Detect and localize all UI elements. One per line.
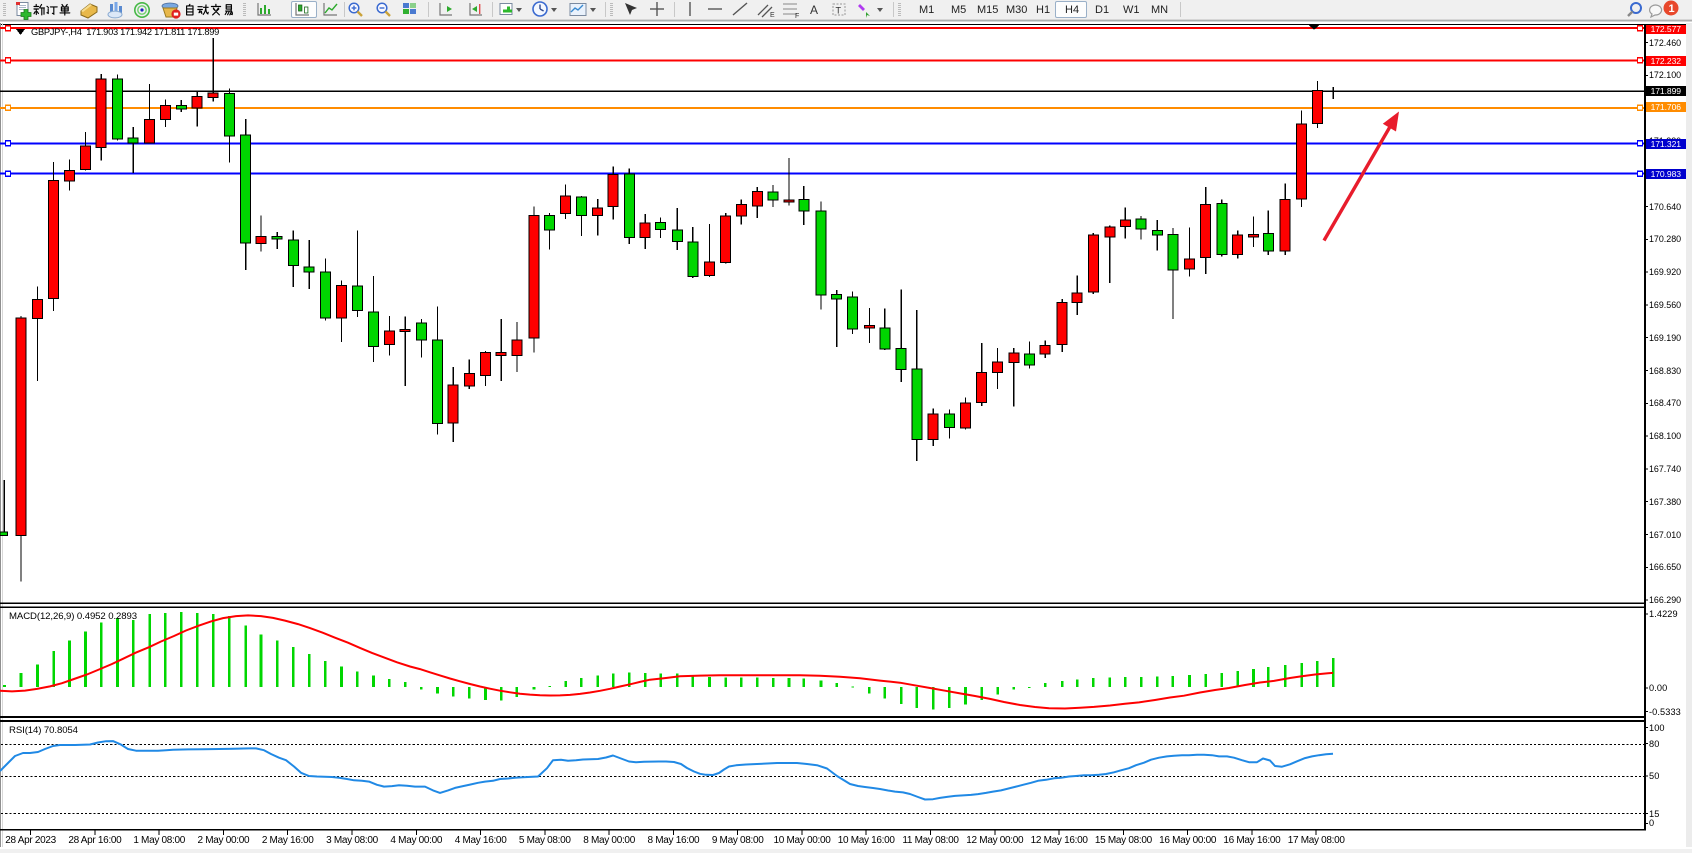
svg-text:E: E (770, 12, 775, 19)
svg-text:A: A (810, 3, 818, 17)
svg-text:T: T (836, 6, 842, 16)
svg-text:1: 1 (1669, 3, 1675, 15)
svg-text:F: F (795, 13, 799, 20)
